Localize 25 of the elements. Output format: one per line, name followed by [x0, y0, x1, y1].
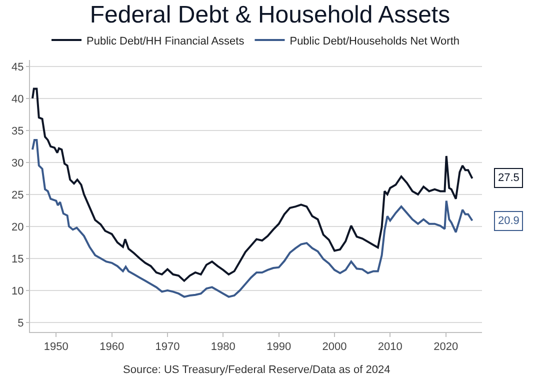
- y-tick-label: 30: [12, 157, 24, 170]
- source-note: Source: US Treasury/Federal Reserve/Data as of 2024: [123, 364, 390, 376]
- x-tick-label: 1990: [266, 341, 292, 354]
- y-tick-label: 40: [12, 93, 24, 106]
- x-tick-label: 2000: [322, 341, 347, 354]
- y-tick-label: 25: [12, 189, 24, 202]
- y-tick-label: 10: [12, 285, 24, 298]
- y-tick-label: 45: [12, 61, 24, 74]
- annotation: 20.9: [498, 215, 520, 227]
- annotation: 27.5: [498, 172, 520, 184]
- legend-label: Public Debt/HH Financial Assets: [86, 35, 245, 48]
- y-tick-label: 5: [18, 317, 24, 330]
- line-series: [32, 139, 474, 298]
- y-tick-label: 20: [12, 221, 24, 234]
- x-tick-label: 1970: [155, 341, 180, 354]
- line-series: [32, 88, 474, 282]
- y-tick-label: 15: [12, 253, 24, 266]
- legend-label: Public Debt/Households Net Worth: [290, 35, 460, 48]
- x-tick-label: 1960: [100, 341, 124, 354]
- x-tick-label: 1980: [210, 341, 236, 354]
- x-tick-label: 2010: [378, 341, 402, 354]
- chart-title: Federal Debt & Household Assets: [90, 2, 450, 29]
- x-tick-label: 2020: [434, 341, 458, 354]
- x-tick-label: 1950: [44, 341, 68, 354]
- y-tick-label: 35: [12, 125, 24, 138]
